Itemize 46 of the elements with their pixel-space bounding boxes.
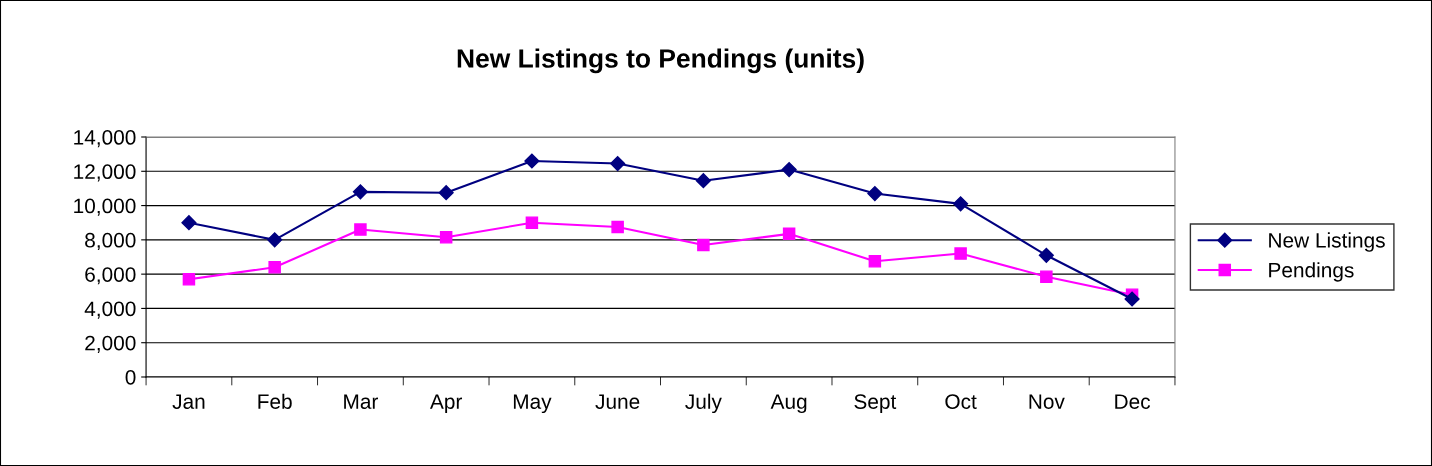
y-tick-label: 14,000 [74, 130, 136, 148]
point [697, 238, 710, 252]
x-tick-label: Aug [770, 394, 807, 414]
x-tick-label: Apr [429, 394, 463, 414]
point [1124, 291, 1140, 307]
point [1040, 270, 1053, 283]
y-tick-label: 0 [125, 370, 136, 385]
y-tick-label: 8,000 [85, 232, 136, 251]
point [524, 153, 540, 169]
point [439, 231, 453, 244]
point [181, 215, 197, 231]
legend-label: New Listings [1269, 232, 1385, 252]
y-tick-label: 10,000 [74, 198, 136, 216]
point [953, 196, 969, 212]
point [610, 156, 626, 172]
point [268, 261, 281, 274]
point [695, 173, 711, 189]
y-tick-label: 6,000 [85, 267, 136, 285]
x-tick-label: Jan [172, 394, 205, 409]
y-tick-label: 4,000 [84, 301, 136, 319]
point [868, 255, 882, 268]
point [354, 223, 367, 236]
x-tick-label: Oct [945, 394, 977, 409]
x-tick-label: Mar [344, 394, 379, 409]
x-tick-label: June [595, 394, 640, 409]
chart-title: New Listings to Pendings (units) [457, 48, 864, 74]
point [611, 220, 624, 234]
point [782, 227, 796, 241]
x-tick-label: Feb [258, 393, 292, 409]
x-tick-label: July [685, 393, 722, 414]
point [438, 185, 454, 201]
x-tick-label: May [513, 394, 552, 414]
point [781, 162, 797, 178]
x-tick-label: Nov [1029, 394, 1065, 409]
x-tick-label: Sept [854, 394, 897, 414]
point [954, 247, 967, 260]
legend-label: Pendings [1269, 262, 1354, 282]
x-tick-label: Dec [1115, 394, 1151, 409]
point [867, 186, 883, 202]
point [525, 216, 539, 229]
y-tick-label: 12,000 [74, 164, 136, 182]
point [352, 184, 368, 200]
point [1038, 247, 1054, 263]
y-tick-label: 2,000 [85, 335, 136, 353]
point [267, 232, 283, 248]
point [182, 273, 196, 286]
